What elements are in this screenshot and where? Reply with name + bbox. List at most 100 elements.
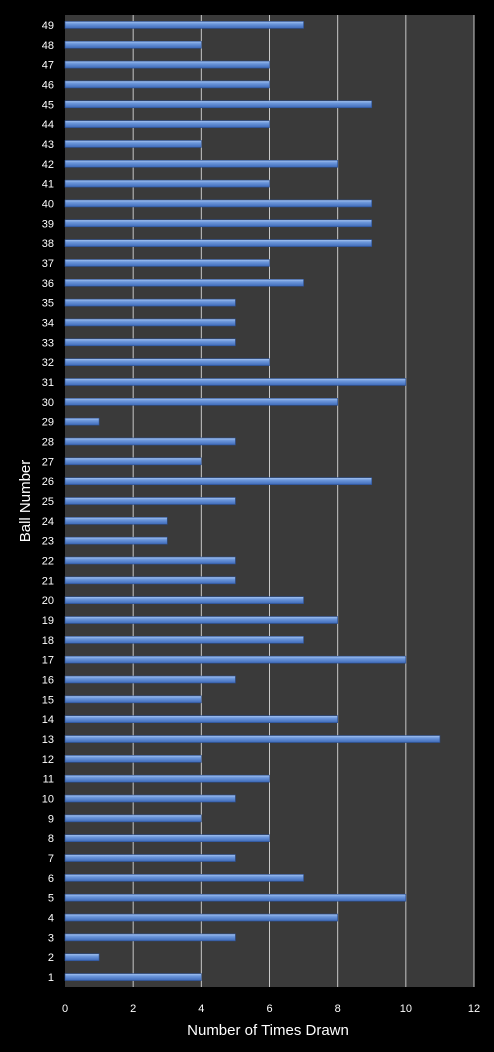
y-tick-label: 32 [42,357,54,369]
y-tick-label: 46 [42,79,54,91]
y-tick-label: 9 [48,813,54,825]
bar-ball-35 [64,298,236,307]
bar-ball-26 [64,477,373,485]
bar-ball-47 [64,60,270,69]
bar-ball-28 [64,437,236,446]
x-tick-label: 12 [468,1003,480,1015]
y-tick-label: 29 [42,417,54,429]
y-tick-label: 10 [42,794,54,806]
y-axis-title: Ball Number [17,460,34,543]
bar-ball-23 [64,536,168,545]
bar-ball-6 [64,874,304,882]
bar-ball-19 [64,616,338,624]
bar-ball-41 [64,179,270,188]
y-tick-label: 19 [42,615,54,627]
bar-ball-29 [64,417,100,426]
y-tick-label: 48 [42,40,54,52]
y-tick-label: 6 [48,873,54,885]
y-tick-label: 15 [42,694,54,706]
bar-ball-15 [64,695,202,704]
y-tick-label: 40 [42,198,54,210]
bar-ball-48 [64,40,202,49]
bar-ball-10 [64,794,236,803]
bar-ball-4 [64,913,338,922]
bar-ball-7 [64,854,236,862]
y-tick-label: 12 [42,754,54,766]
y-tick-label: 4 [48,913,54,925]
bar-ball-36 [64,278,304,287]
y-tick-label: 36 [42,278,54,290]
bar-ball-1 [64,973,202,981]
x-tick-label: 2 [130,1003,136,1015]
bars [64,21,441,981]
y-tick-label: 3 [48,932,54,944]
bar-ball-40 [64,199,373,208]
y-tick-label: 41 [42,179,54,191]
bar-ball-16 [64,675,236,684]
bar-ball-18 [64,636,304,644]
bar-ball-21 [64,576,236,585]
bar-ball-49 [64,21,304,29]
y-tick-label: 45 [42,99,54,111]
bar-ball-9 [64,814,202,823]
bar-ball-5 [64,893,407,902]
bar-ball-25 [64,497,236,505]
bar-ball-14 [64,715,338,724]
y-tick-label: 11 [43,774,54,786]
bar-ball-11 [64,774,270,783]
y-tick-label: 23 [42,536,54,548]
y-tick-label: 30 [42,397,54,409]
bar-ball-22 [64,556,236,565]
bar-ball-3 [64,933,236,942]
y-tick-label: 25 [42,496,54,508]
y-tick-label: 24 [42,516,54,528]
y-tick-label: 31 [42,377,54,389]
bar-ball-32 [64,358,270,366]
bar-ball-31 [64,378,407,386]
bar-ball-45 [64,100,373,109]
y-tick-label: 33 [42,337,54,349]
y-tick-label: 35 [42,298,54,310]
y-tick-label: 22 [42,556,54,568]
y-tick-label: 34 [42,317,54,329]
y-tick-label: 37 [42,258,54,270]
x-tick-label: 10 [400,1003,412,1015]
x-tick-label: 6 [266,1003,272,1015]
y-tick-label: 38 [42,238,54,250]
y-tick-label: 42 [42,159,54,171]
bar-ball-37 [64,259,270,267]
x-tick-label: 0 [62,1003,68,1015]
y-tick-label: 20 [42,595,54,607]
bar-ball-43 [64,140,202,148]
bar-ball-39 [64,219,373,228]
y-tick-labels: 1234567891011121314151617181920212223242… [42,20,54,984]
y-tick-label: 14 [42,714,54,726]
y-tick-label: 26 [42,476,54,488]
y-tick-label: 21 [42,575,54,587]
bar-ball-27 [64,457,202,466]
bar-ball-17 [64,655,407,664]
bar-ball-8 [64,834,270,843]
bar-ball-38 [64,239,373,247]
y-tick-label: 28 [42,436,54,448]
y-tick-label: 16 [42,675,54,687]
bar-ball-2 [64,953,100,962]
y-tick-label: 44 [42,119,54,131]
bar-ball-33 [64,338,236,347]
x-tick-labels: 0 2 4 6 8 10 12 [62,1003,480,1015]
y-tick-label: 18 [42,635,54,647]
x-axis-title: Number of Times Drawn [187,1022,349,1039]
x-tick-label: 8 [335,1003,341,1015]
bar-ball-20 [64,596,304,604]
bar-ball-13 [64,735,441,743]
bar-ball-44 [64,120,270,128]
bar-ball-42 [64,159,338,168]
bar-ball-34 [64,318,236,327]
y-tick-label: 8 [48,833,54,845]
y-tick-label: 27 [42,456,54,468]
y-tick-label: 49 [42,20,54,32]
y-tick-label: 43 [42,139,54,151]
bar-ball-46 [64,80,270,89]
y-tick-label: 5 [48,893,54,905]
